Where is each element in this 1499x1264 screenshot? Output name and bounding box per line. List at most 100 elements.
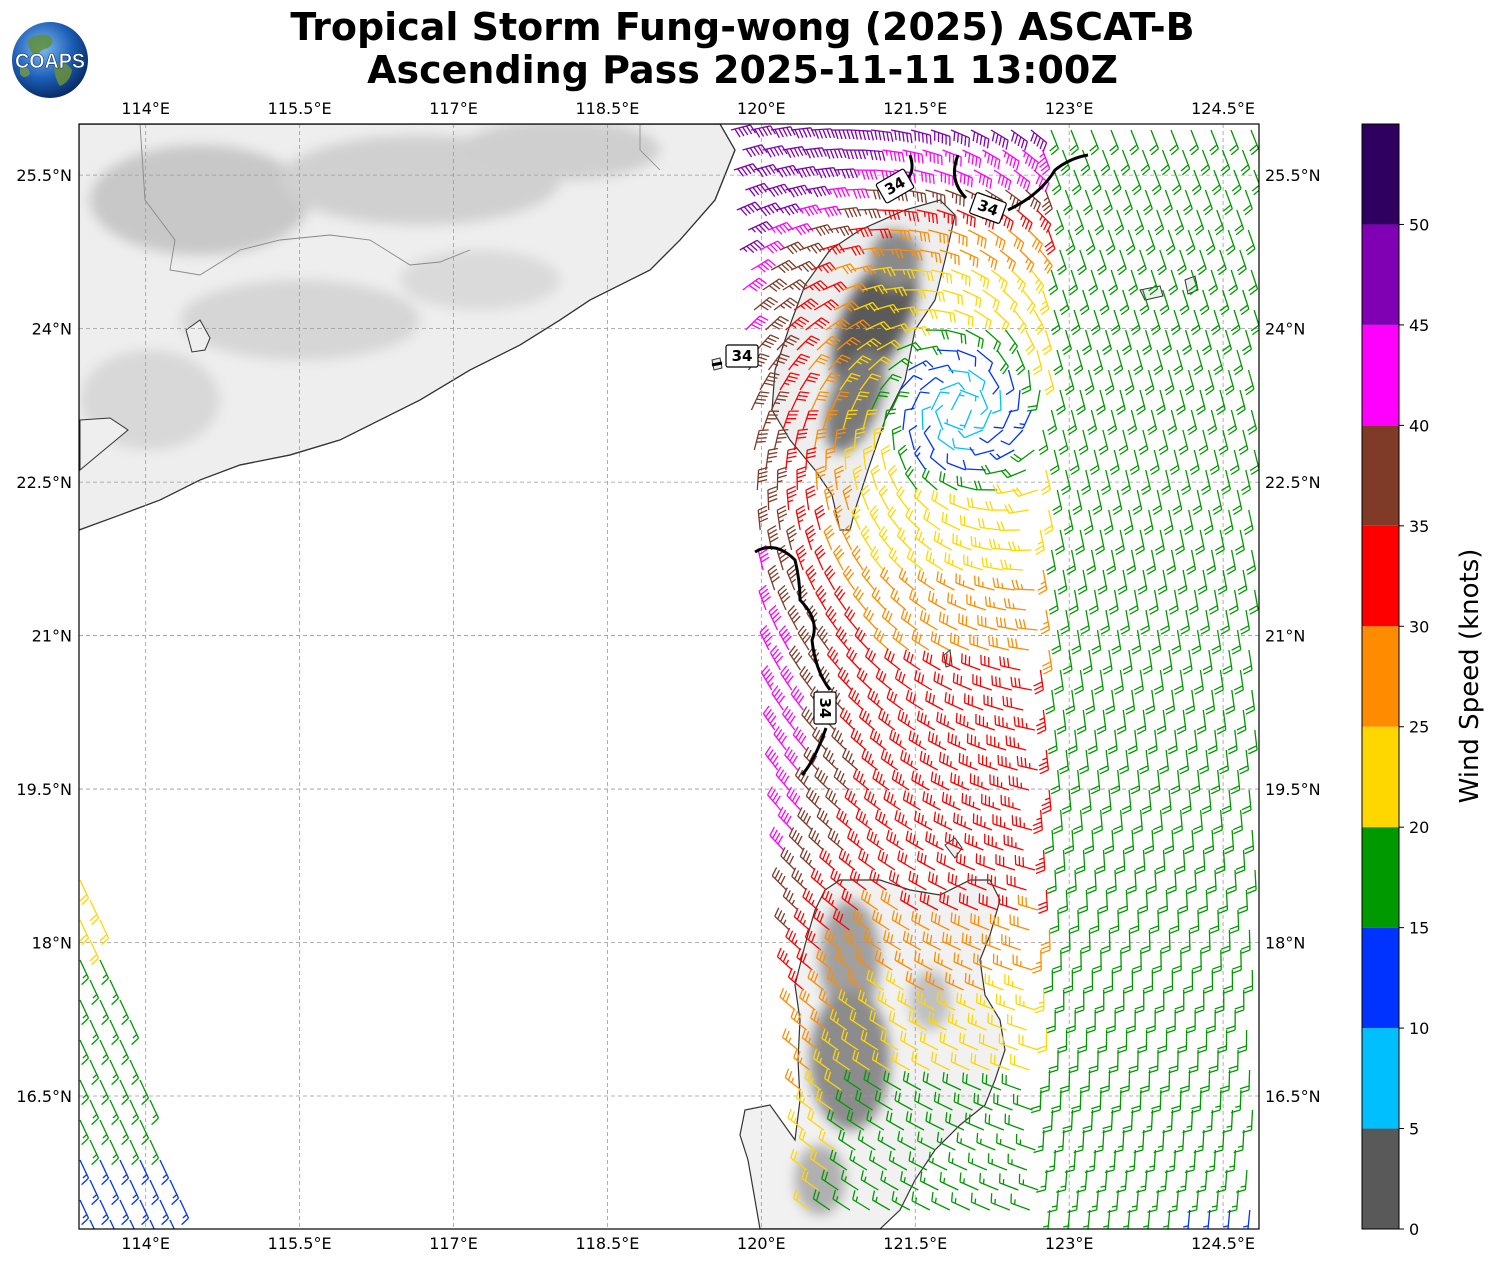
wind-barb xyxy=(894,1090,913,1111)
wind-barb xyxy=(984,596,1007,611)
wind-barb xyxy=(770,126,796,139)
wind-barb xyxy=(1198,889,1209,915)
wind-barb xyxy=(784,746,799,771)
wind-barb xyxy=(1072,809,1083,835)
wind-barb xyxy=(908,360,934,371)
wind-barb xyxy=(1079,289,1090,316)
lon-tick-label-bottom: 123°E xyxy=(1045,1234,1094,1253)
wind-barb xyxy=(795,544,807,571)
wind-barb xyxy=(169,1219,175,1229)
wind-barb xyxy=(1056,249,1067,276)
wind-barb xyxy=(999,656,1021,671)
wind-barb xyxy=(966,594,987,611)
wind-barb xyxy=(1081,469,1092,496)
wind-barb xyxy=(842,747,859,771)
wind-barb xyxy=(989,774,1010,791)
wind-barb xyxy=(769,826,784,851)
wind-barb xyxy=(1071,949,1082,974)
wind-barb xyxy=(786,564,798,591)
wind-barb xyxy=(1249,449,1259,476)
wind-barb xyxy=(1162,329,1173,356)
wind-barb xyxy=(919,610,938,631)
wind-barb xyxy=(1131,629,1142,655)
wind-barb xyxy=(1194,529,1205,555)
wind-barb xyxy=(89,1179,100,1206)
wind-barb xyxy=(1036,709,1047,735)
wind-barb xyxy=(795,505,807,531)
wind-barb xyxy=(1015,349,1026,376)
wind-barb xyxy=(79,1199,90,1226)
wind-barb xyxy=(959,389,979,402)
wind-barb xyxy=(1244,829,1255,855)
wind-barb xyxy=(1010,1193,1031,1211)
wind-barb xyxy=(919,376,944,391)
wind-barb xyxy=(1174,209,1185,236)
wind-barb xyxy=(1177,1029,1188,1054)
wind-barb xyxy=(1015,1133,1036,1151)
wind-barb xyxy=(862,284,888,295)
wind-barb xyxy=(871,266,896,277)
wind-barb xyxy=(1102,329,1113,356)
wind-barb xyxy=(1236,249,1247,276)
wind-barb xyxy=(810,261,837,274)
wind-barb xyxy=(1071,629,1082,655)
wind-barb xyxy=(970,1192,991,1211)
wind-barb xyxy=(1001,934,1022,951)
wind-barb xyxy=(742,144,768,158)
wind-barb xyxy=(780,665,794,691)
wind-barb xyxy=(1155,389,1166,416)
wind-barb xyxy=(896,527,913,551)
lat-tick-label-left: 25.5°N xyxy=(16,166,72,185)
wind-barb xyxy=(972,813,993,831)
wind-barb xyxy=(916,209,939,224)
wind-barb xyxy=(831,129,855,140)
wind-barb xyxy=(890,587,907,611)
wind-barb xyxy=(1053,349,1064,376)
wind-barb xyxy=(899,249,923,261)
wind-barb xyxy=(1211,169,1222,196)
wind-barb xyxy=(89,899,100,926)
wind-barb xyxy=(913,487,930,511)
wind-barb xyxy=(1060,609,1071,635)
wind-barb xyxy=(984,1113,1005,1131)
wind-barb xyxy=(790,391,810,411)
wind-barb xyxy=(1200,929,1211,954)
wind-barb xyxy=(936,1131,956,1151)
wind-barb xyxy=(833,465,844,491)
wind-barb xyxy=(894,810,913,831)
wind-barb xyxy=(782,279,808,291)
wind-barb xyxy=(1099,749,1110,775)
wind-barb xyxy=(970,913,990,931)
wind-barb xyxy=(801,1028,819,1051)
wind-barb xyxy=(925,329,950,340)
wind-barb xyxy=(1076,709,1087,735)
wind-barb xyxy=(1151,169,1162,196)
wind-barb xyxy=(998,1033,1019,1051)
wind-barb xyxy=(1246,549,1257,575)
wind-barb xyxy=(802,887,819,911)
wind-barb xyxy=(1211,949,1222,974)
wind-barb xyxy=(939,891,959,911)
wind-barb xyxy=(1050,769,1061,795)
wind-barb xyxy=(994,715,1015,731)
wind-barb xyxy=(1054,989,1065,1014)
wind-barb xyxy=(812,1048,830,1071)
wind-barb xyxy=(776,466,788,491)
wind-barb xyxy=(119,1119,130,1146)
wind-barb xyxy=(813,167,839,179)
wind-barb xyxy=(1086,549,1097,575)
wind-barb xyxy=(802,147,827,159)
wind-barb xyxy=(1087,729,1098,755)
lon-tick-label-top: 123°E xyxy=(1045,99,1094,118)
wind-barb xyxy=(987,229,1006,251)
wind-barb xyxy=(1182,329,1193,356)
wind-barb xyxy=(1187,1189,1199,1213)
wind-barb xyxy=(929,448,947,471)
wind-barb xyxy=(950,912,970,931)
wind-barb xyxy=(862,445,873,471)
wind-barb xyxy=(776,203,803,216)
wind-barb xyxy=(858,849,876,871)
wind-barb xyxy=(1062,329,1073,356)
wind-barb xyxy=(1123,189,1133,216)
wind-barb xyxy=(829,1149,848,1171)
